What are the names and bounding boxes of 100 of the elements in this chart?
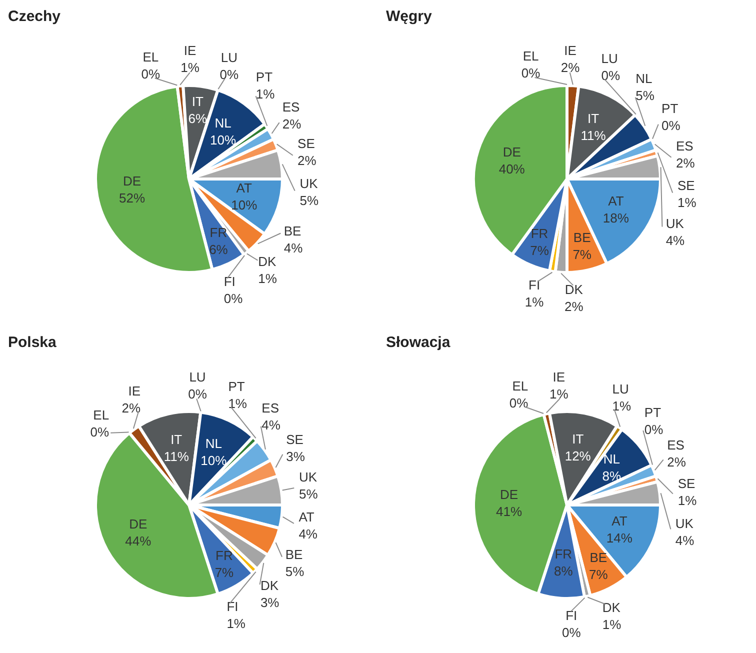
slice-label: AT (608, 194, 624, 209)
slice-label: UK (675, 516, 694, 531)
data-label: 1% (524, 294, 544, 310)
slice-label: DE (500, 486, 518, 502)
slice-label: NL (214, 116, 232, 131)
slice-label: IT (170, 432, 182, 448)
slice-label: FR (530, 226, 548, 242)
text: 0% (521, 66, 540, 81)
data-label: 4% (262, 417, 281, 432)
text: 0% (509, 396, 528, 411)
data-label: 10% (210, 132, 237, 148)
data-label: 1% (258, 270, 278, 286)
data-label: 7% (589, 567, 608, 582)
data-label: 11% (164, 449, 190, 464)
data-label: 41% (496, 504, 523, 519)
data-label: 5% (285, 564, 305, 579)
data-label: 44% (125, 534, 152, 549)
text: 0% (90, 424, 110, 440)
data-label: 8% (602, 468, 622, 484)
slice-label: PT (256, 69, 273, 84)
data-label: 1% (602, 616, 622, 632)
slice-label: DK (260, 578, 279, 593)
slice-label: FR (554, 546, 572, 562)
slice-label: IE (552, 369, 566, 384)
slice-label: DE (129, 516, 148, 532)
data-label: 2% (560, 60, 580, 76)
text: 0% (141, 66, 160, 82)
slice-label: IE (184, 43, 196, 58)
data-label: 1% (226, 616, 246, 631)
slice-label: FI (226, 598, 238, 614)
data-label: 2% (667, 454, 686, 470)
text: 0% (662, 118, 680, 134)
data-label: 4% (675, 532, 695, 548)
slice-label: BE (284, 223, 302, 238)
slice-label: IT (572, 432, 584, 447)
data-label: 2% (298, 153, 317, 168)
data-label: 1% (228, 396, 248, 411)
category-label: LU (189, 369, 206, 384)
slice-label: UK (298, 469, 318, 484)
slice-label: FI (528, 278, 540, 293)
data-label: 10% (231, 197, 258, 212)
data-label: 14% (606, 530, 633, 546)
slice-label: FR (216, 548, 233, 564)
slice-label: DK (602, 600, 621, 615)
slice-label: ES (282, 99, 300, 114)
slice-label: AT (612, 513, 628, 528)
data-label: 7% (530, 243, 550, 258)
data-label: 2% (282, 116, 302, 132)
text: 0% (220, 67, 239, 82)
text: 0% (644, 422, 664, 437)
category-label: LU (220, 50, 238, 66)
text: 0% (188, 386, 207, 402)
text: 0% (562, 624, 581, 640)
data-label: 2% (122, 400, 141, 416)
text: 0% (224, 291, 243, 306)
data-label: 10% (200, 453, 228, 468)
slice-label: ES (676, 138, 694, 154)
slice-label: BE (573, 230, 592, 246)
chart-title: Polska (8, 334, 56, 351)
slice-label: DE (123, 173, 142, 188)
data-label: 6% (188, 110, 208, 126)
slice-label: IE (128, 383, 141, 398)
chart-title: Czechy (8, 8, 61, 25)
data-label: 4% (666, 233, 686, 248)
data-label: 2% (564, 298, 584, 314)
slice-label: AT (236, 180, 252, 196)
slice-label: IE (564, 43, 577, 58)
slice-label: BE (285, 546, 304, 562)
data-label: 1% (180, 60, 200, 76)
category-label: PT (644, 405, 662, 420)
data-label: 40% (498, 162, 526, 177)
slice-label: NL (205, 436, 222, 452)
category-label: FI (566, 608, 578, 623)
slice-label: IT (192, 94, 204, 109)
data-label: 8% (554, 563, 574, 578)
data-label: 1% (256, 86, 276, 102)
data-label: 6% (209, 242, 228, 258)
data-label: 3% (260, 594, 280, 610)
slice-label: NL (636, 70, 652, 86)
slice-label: IT (588, 110, 600, 126)
slice-label: BE (590, 550, 608, 566)
data-label: 7% (214, 565, 234, 580)
slice-label: UK (300, 176, 318, 191)
slice-label: NL (603, 452, 620, 467)
category-label: PT (662, 101, 678, 116)
slice-label: UK (666, 216, 684, 232)
data-label: 2% (676, 155, 696, 170)
data-label: 7% (572, 247, 592, 262)
data-label: 52% (119, 190, 146, 206)
slice-label: SE (298, 136, 316, 152)
data-label: 5% (300, 192, 319, 208)
data-label: 4% (284, 240, 304, 256)
slice-label: FR (210, 225, 228, 240)
data-label: 1% (612, 398, 632, 414)
slice-label: SE (677, 178, 696, 194)
category-label: FI (224, 274, 236, 290)
slice-label: DK (258, 254, 277, 269)
data-label: 3% (286, 448, 306, 464)
category-label: EL (142, 49, 159, 64)
slice-label: SE (678, 476, 696, 492)
